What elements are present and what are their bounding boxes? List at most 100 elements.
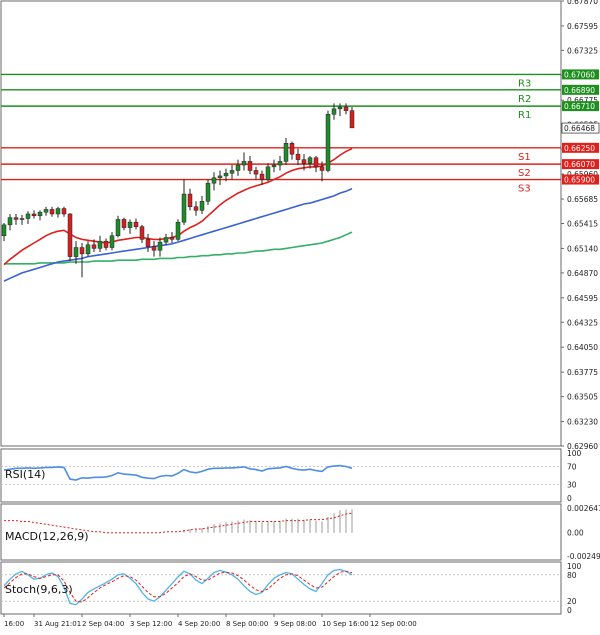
macd-label: MACD(12,26,9): [5, 530, 89, 543]
x-tick-label: 12 Sep 00:00: [370, 620, 417, 628]
x-tick-label: 3 Sep 12:00: [130, 620, 172, 628]
candle-body: [277, 161, 283, 166]
level-price-label: 0.65900: [564, 176, 595, 185]
candle-body: [199, 201, 205, 211]
candle-body: [295, 153, 301, 160]
candle-body: [337, 106, 343, 110]
candle-body: [325, 114, 331, 171]
candle-body: [301, 159, 307, 164]
candle-body: [283, 143, 289, 162]
candle-body: [49, 209, 55, 215]
candle-body: [187, 193, 193, 207]
ma-slow-line: [4, 231, 353, 265]
current-price-tag: [561, 122, 600, 134]
candle-body: [289, 143, 295, 155]
x-tick-label: 10 Sep 16:00: [322, 620, 369, 628]
candle-body: [217, 175, 223, 178]
level-price-tag: [562, 174, 599, 185]
macd-tick-label: -0.002498: [567, 552, 600, 561]
y-tick-label: 0.62960: [567, 442, 598, 451]
panel-frame-macd: [0, 503, 562, 561]
rsi-line: [3, 464, 353, 481]
candle-body: [229, 170, 235, 174]
candle-body: [343, 106, 349, 111]
candle-body: [211, 177, 217, 184]
level-price-label: 0.67060: [564, 70, 595, 79]
candle-body: [307, 157, 313, 164]
candle-body: [67, 213, 73, 257]
y-tick-label: 0.64870: [567, 269, 598, 278]
y-tick-label: 0.65140: [567, 244, 598, 253]
level-name-s1: S1: [518, 152, 531, 163]
macd-tick-label: 0.00: [567, 529, 584, 538]
level-price-tag: [562, 69, 599, 80]
stoch-tick-label: 80: [567, 571, 577, 580]
stoch-tick-label: 100: [567, 562, 582, 571]
level-name-r3: R3: [518, 78, 531, 89]
candle-body: [349, 110, 355, 129]
level-name-s2: S2: [518, 168, 531, 179]
candle-body: [271, 164, 277, 168]
stoch-tick-label: 20: [567, 597, 577, 606]
y-tick-label: 0.67870: [567, 0, 598, 6]
stoch-label: Stoch(9,6,3): [5, 583, 73, 596]
x-tick-label: 31 Aug 21:01: [34, 620, 81, 628]
candle-body: [43, 209, 49, 213]
candle-body: [313, 157, 319, 168]
panel-frame-main: [0, 0, 562, 447]
candle-body: [169, 237, 175, 240]
candle-body: [133, 221, 139, 227]
y-tick-label: 0.67325: [567, 46, 598, 55]
candle-body: [247, 161, 253, 171]
level-price-tag: [562, 84, 599, 95]
level-price-label: 0.66070: [564, 160, 595, 169]
candle-body: [85, 244, 91, 255]
candle-body: [157, 241, 163, 251]
candle-body: [193, 206, 199, 211]
candle-body: [145, 239, 151, 247]
candle-body: [175, 221, 181, 240]
candle-body: [235, 164, 241, 171]
candle-body: [127, 221, 133, 228]
candle-body: [121, 219, 127, 228]
current-price-label: 0.66468: [564, 124, 595, 133]
candle-body: [181, 193, 187, 223]
y-tick-label: 0.64050: [567, 343, 598, 352]
candle-body: [139, 226, 145, 240]
candle-body: [151, 246, 157, 251]
rsi-tick-label: 0: [567, 494, 572, 503]
rsi-tick-label: 30: [567, 481, 577, 490]
stoch-tick-label: 0: [567, 606, 572, 615]
candle-body: [265, 166, 271, 180]
y-tick-label: 0.66775: [567, 96, 598, 105]
x-tick-label: 16:00: [4, 620, 24, 628]
candle-body: [115, 219, 121, 236]
candle-body: [31, 213, 37, 217]
level-name-s3: S3: [518, 184, 531, 195]
y-tick-label: 0.64325: [567, 318, 598, 327]
level-price-tag: [562, 159, 599, 170]
candle-body: [163, 237, 169, 243]
ma-mid-line: [3, 187, 353, 282]
candle-body: [61, 208, 67, 215]
level-price-tag: [562, 142, 599, 153]
candle-body: [73, 247, 79, 257]
candle-body: [79, 247, 85, 255]
rsi-tick-label: 70: [567, 463, 577, 472]
y-tick-label: 0.65415: [567, 220, 598, 229]
candle-body: [37, 211, 43, 217]
candle-body: [259, 173, 265, 180]
y-tick-label: 0.64595: [567, 294, 598, 303]
candle-body: [319, 166, 325, 171]
x-tick-label: 9 Sep 08:00: [274, 620, 316, 628]
stoch-k-line: [3, 568, 353, 606]
y-tick-label: 0.65685: [567, 195, 598, 204]
level-price-tag: [562, 101, 599, 112]
x-tick-label: 2 Sep 04:00: [82, 620, 124, 628]
macd-tick-label: 0.002647: [567, 504, 600, 513]
candle-body: [19, 218, 25, 220]
level-price-label: 0.66250: [564, 144, 595, 153]
panel-frame-rsi: [0, 448, 562, 503]
